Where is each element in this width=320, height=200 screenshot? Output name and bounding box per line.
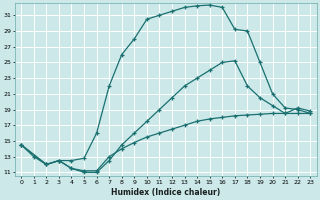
X-axis label: Humidex (Indice chaleur): Humidex (Indice chaleur) — [111, 188, 220, 197]
